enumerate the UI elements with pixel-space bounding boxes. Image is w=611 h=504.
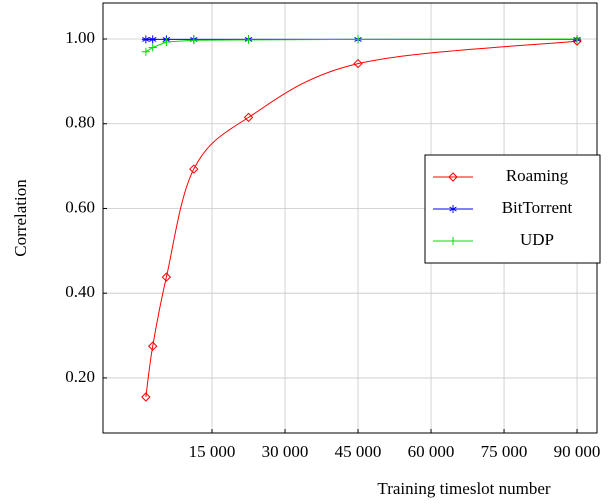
marker: [354, 35, 363, 44]
marker: [449, 205, 457, 213]
marker: [573, 35, 582, 44]
marker: [189, 164, 199, 174]
marker: [161, 272, 172, 282]
marker: [148, 43, 157, 52]
marker: [448, 172, 458, 182]
y-tick-label: 0.80: [65, 113, 95, 132]
legend-label: UDP: [520, 230, 554, 249]
marker: [449, 237, 457, 245]
legend-label: BitTorrent: [502, 198, 573, 217]
marker: [162, 37, 171, 46]
marker: [141, 392, 151, 402]
y-tick-label: 1.00: [65, 28, 95, 47]
y-tick-label: 0.60: [65, 197, 95, 216]
x-tick-label: 90 000: [554, 442, 601, 461]
marker: [243, 112, 254, 123]
marker: [141, 47, 150, 56]
marker: [189, 36, 198, 45]
marker: [244, 35, 253, 44]
y-tick-label: 0.40: [65, 282, 95, 301]
marker: [141, 35, 150, 44]
x-axis-label: Training timeslot number: [377, 479, 550, 498]
marker: [148, 35, 157, 44]
marker: [353, 58, 363, 69]
x-tick-label: 30 000: [262, 442, 309, 461]
y-axis-label: Correlation: [11, 179, 30, 257]
y-tick-label: 0.20: [65, 367, 95, 386]
legend-label: Roaming: [506, 166, 569, 185]
series-line: [145, 40, 578, 398]
x-tick-label: 15 000: [189, 442, 236, 461]
marker: [147, 341, 158, 351]
x-tick-label: 75 000: [481, 442, 528, 461]
x-tick-label: 45 000: [335, 442, 382, 461]
x-tick-label: 60 000: [408, 442, 455, 461]
